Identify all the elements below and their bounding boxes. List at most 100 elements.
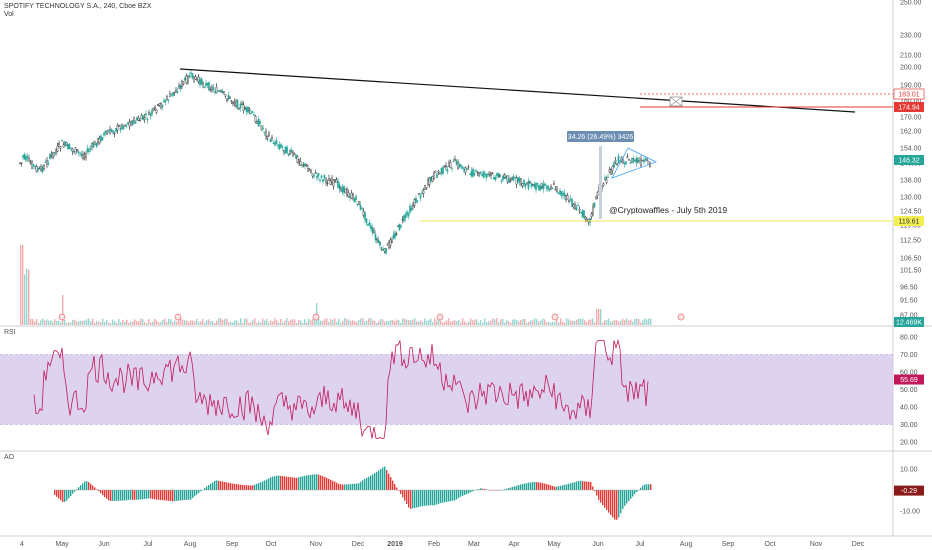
volume-bar bbox=[468, 321, 470, 325]
volume-bar bbox=[644, 318, 646, 325]
volume-bar bbox=[448, 318, 450, 325]
candle-body bbox=[397, 225, 399, 228]
ao-bar bbox=[628, 490, 630, 502]
candle-body bbox=[631, 158, 633, 163]
volume-bar bbox=[546, 322, 548, 325]
rsi-band bbox=[0, 354, 893, 425]
volume-bar bbox=[570, 320, 572, 325]
candle-body bbox=[404, 214, 407, 219]
ao-bar bbox=[562, 485, 564, 490]
volume-bar bbox=[50, 320, 52, 325]
price-tag-lower-red: 174.94 bbox=[898, 105, 920, 112]
candle-body bbox=[442, 167, 444, 175]
volume-bar bbox=[218, 318, 220, 325]
ao-bar bbox=[386, 470, 388, 490]
candle-body bbox=[259, 121, 261, 125]
ao-bar bbox=[610, 490, 612, 515]
candle-body bbox=[457, 161, 459, 169]
candle-body bbox=[118, 125, 120, 127]
ao-bar bbox=[570, 483, 572, 490]
volume-bar bbox=[616, 320, 618, 325]
ao-bar bbox=[334, 481, 336, 490]
candle-body bbox=[80, 153, 83, 156]
candle-body bbox=[547, 185, 549, 190]
price-tag-last-bg bbox=[894, 155, 924, 165]
ao-bar bbox=[136, 490, 138, 500]
ao-bar bbox=[584, 481, 586, 490]
ao-bar bbox=[262, 481, 264, 490]
ao-bar bbox=[180, 490, 182, 501]
candle-body bbox=[190, 72, 192, 74]
time-tick-label: Aug bbox=[680, 541, 693, 548]
ao-bar bbox=[648, 484, 650, 490]
volume-bar bbox=[386, 320, 388, 325]
ao-bar bbox=[402, 490, 404, 498]
candle-body bbox=[209, 89, 212, 92]
ao-bar bbox=[210, 483, 212, 490]
candle-body bbox=[365, 218, 368, 223]
ao-bar bbox=[550, 485, 552, 490]
time-tick-label: 2019 bbox=[387, 541, 403, 548]
volume-bar bbox=[574, 320, 576, 325]
volume-bar bbox=[310, 320, 312, 325]
candle-body bbox=[635, 157, 638, 164]
candle-body bbox=[203, 86, 206, 89]
candle-body bbox=[617, 155, 620, 163]
price-tick-label: 124.50 bbox=[900, 209, 922, 216]
volume-bar bbox=[226, 318, 228, 325]
ao-bar bbox=[374, 473, 376, 490]
volume-bar bbox=[418, 321, 420, 325]
ao-bar bbox=[340, 484, 342, 490]
volume-bar bbox=[452, 320, 454, 325]
time-tick-label: Aug bbox=[184, 541, 197, 548]
volume-bar bbox=[422, 322, 424, 325]
ao-bar bbox=[612, 490, 614, 518]
candle-body bbox=[134, 121, 137, 124]
candle-body bbox=[187, 75, 189, 82]
ao-bar bbox=[534, 481, 536, 490]
volume-bar bbox=[78, 321, 80, 325]
volume-bar bbox=[346, 319, 348, 325]
price-tick-label: 130.00 bbox=[900, 195, 922, 202]
ao-bar bbox=[74, 490, 76, 492]
volume-bar bbox=[632, 321, 634, 325]
candle-body bbox=[46, 160, 48, 165]
ao-bar bbox=[206, 486, 208, 490]
candle-body bbox=[572, 204, 575, 207]
candle-body bbox=[305, 164, 308, 167]
volume-bar bbox=[184, 320, 186, 325]
candle-body bbox=[151, 110, 153, 115]
volume-bar bbox=[312, 319, 314, 325]
candle-body bbox=[464, 167, 467, 173]
volume-bar bbox=[508, 321, 510, 325]
ao-bar bbox=[388, 473, 390, 490]
candle-body bbox=[200, 78, 203, 85]
volume-bar bbox=[614, 320, 616, 325]
volume-bar bbox=[182, 319, 184, 325]
candle-body bbox=[329, 180, 332, 185]
candle-body bbox=[370, 225, 372, 230]
candle-body bbox=[490, 174, 492, 176]
volume-bar bbox=[146, 322, 148, 325]
volume-bar bbox=[36, 318, 38, 325]
price-tick-label: 101.50 bbox=[900, 268, 922, 275]
ao-bar bbox=[484, 489, 486, 490]
volume-bar bbox=[306, 322, 308, 325]
candle-body bbox=[92, 142, 95, 148]
volume-bar bbox=[504, 322, 506, 325]
volume-bar bbox=[176, 321, 178, 325]
volume-bar bbox=[402, 318, 404, 325]
candle-body bbox=[518, 177, 521, 183]
candle-body bbox=[398, 223, 401, 231]
candle-body bbox=[557, 192, 560, 194]
candle-body bbox=[145, 113, 147, 116]
volume-bar bbox=[270, 320, 272, 325]
ao-bar bbox=[356, 483, 358, 490]
volume-bar bbox=[530, 320, 532, 325]
ao-bar bbox=[508, 488, 510, 490]
candle-body bbox=[358, 201, 360, 206]
candle-body bbox=[70, 147, 72, 149]
volume-bar bbox=[604, 320, 606, 325]
